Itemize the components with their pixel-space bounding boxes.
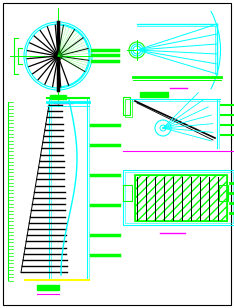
Circle shape	[56, 54, 60, 58]
Bar	[125, 99, 132, 117]
Bar	[219, 185, 228, 201]
Bar	[123, 185, 132, 201]
Bar	[140, 92, 168, 97]
Bar	[50, 95, 66, 99]
Bar	[135, 175, 227, 221]
Bar	[123, 170, 234, 225]
Bar	[37, 285, 59, 290]
Bar	[123, 97, 130, 115]
Bar	[135, 175, 227, 221]
Bar	[125, 172, 233, 223]
